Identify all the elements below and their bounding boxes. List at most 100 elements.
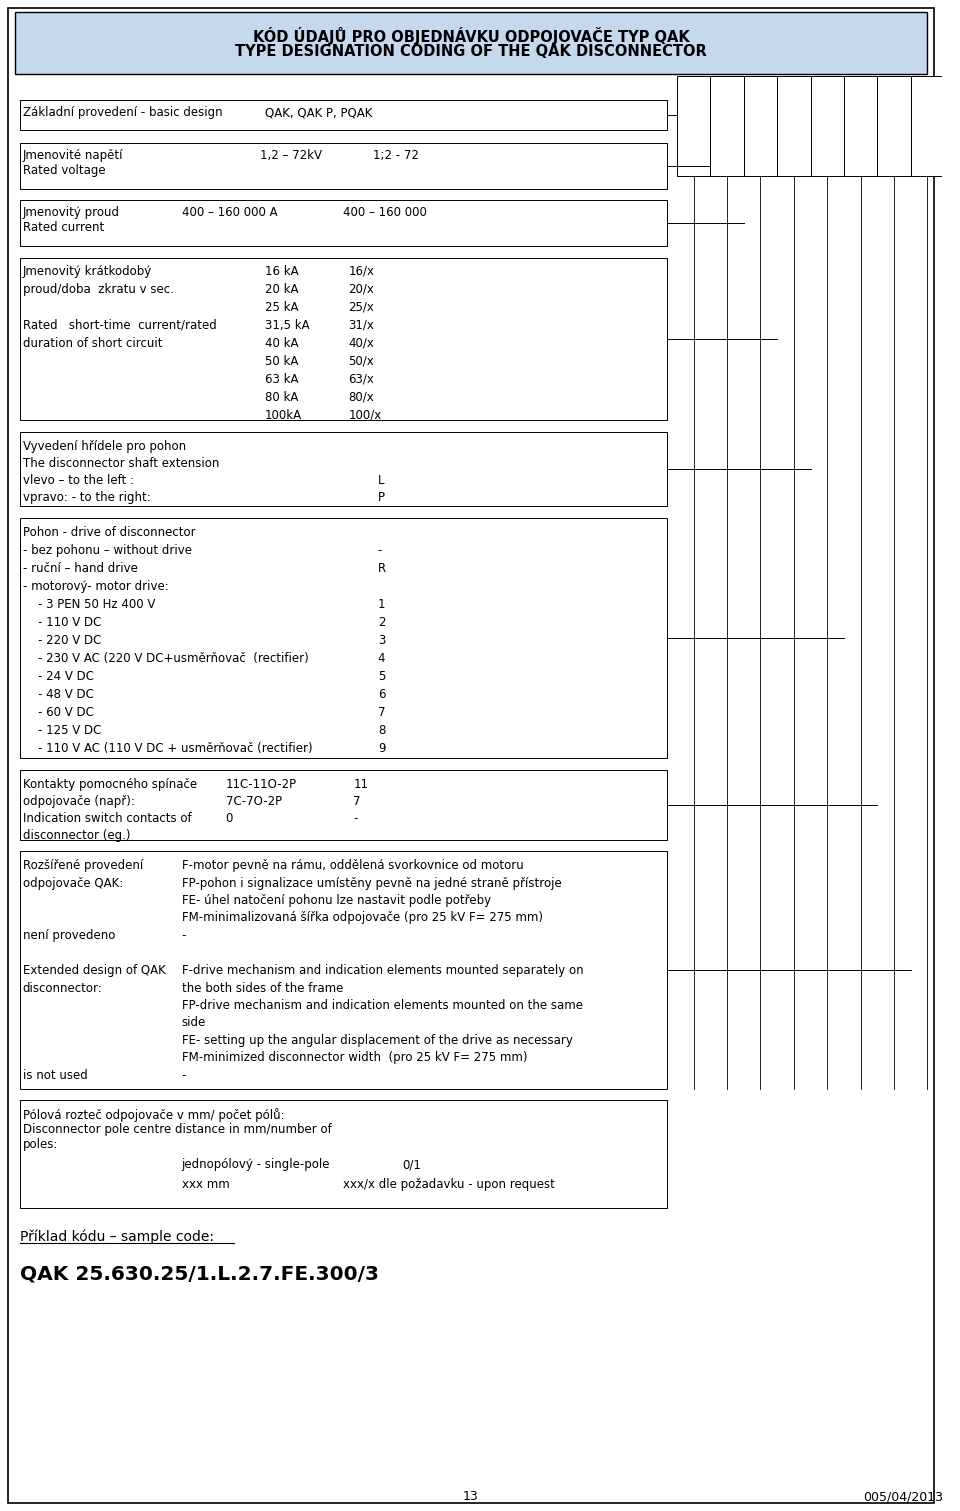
Text: -: -	[181, 1068, 186, 1082]
Text: 7C-7O-2P: 7C-7O-2P	[226, 795, 282, 808]
Bar	[911, 76, 944, 175]
Bar	[19, 1100, 667, 1207]
Text: 63 kA: 63 kA	[265, 373, 299, 385]
Text: 25 kA: 25 kA	[265, 301, 299, 314]
Text: není provedeno: není provedeno	[23, 929, 115, 941]
Text: - 3 PEN 50 Hz 400 V: - 3 PEN 50 Hz 400 V	[23, 598, 155, 610]
Text: jednopólový - single-pole: jednopólový - single-pole	[181, 1157, 330, 1171]
Text: - 110 V DC: - 110 V DC	[23, 616, 101, 629]
Text: - 220 V DC: - 220 V DC	[23, 635, 101, 647]
Text: - bez pohonu – without drive: - bez pohonu – without drive	[23, 544, 192, 558]
Text: QAK 25.630.25/1.L.2.7.FE.300/3: QAK 25.630.25/1.L.2.7.FE.300/3	[19, 1265, 378, 1284]
Text: Pólová rozteč odpojovače v mm/ počet pólů:: Pólová rozteč odpojovače v mm/ počet pól…	[23, 1108, 284, 1123]
Text: 31,5 kA: 31,5 kA	[265, 319, 309, 332]
Bar	[19, 432, 667, 506]
Bar	[19, 144, 667, 189]
Text: Rozšířené provedení: Rozšířené provedení	[23, 858, 143, 872]
Text: 3: 3	[378, 635, 385, 647]
Text: 13: 13	[463, 1490, 479, 1503]
Text: 2: 2	[378, 616, 385, 629]
Text: FM-minimized disconnector width  (pro 25 kV F= 275 mm): FM-minimized disconnector width (pro 25 …	[181, 1052, 527, 1065]
Text: 4: 4	[378, 653, 385, 665]
Text: 1,2 – 72kV: 1,2 – 72kV	[260, 150, 322, 162]
Text: 400 – 160 000 A: 400 – 160 000 A	[181, 205, 277, 219]
Bar	[778, 76, 810, 175]
Text: 80/x: 80/x	[348, 391, 374, 403]
Text: - ruční – hand drive: - ruční – hand drive	[23, 562, 137, 576]
Text: FP-pohon i signalizace umístěny pevně na jedné straně přístroje: FP-pohon i signalizace umístěny pevně na…	[181, 876, 562, 890]
Text: 50 kA: 50 kA	[265, 355, 299, 369]
Text: F-drive mechanism and indication elements mounted separately on: F-drive mechanism and indication element…	[181, 964, 583, 978]
Text: odpojovače (např):: odpojovače (např):	[23, 795, 134, 808]
Text: - 110 V AC (110 V DC + usměrňovač (rectifier): - 110 V AC (110 V DC + usměrňovač (recti…	[23, 742, 312, 756]
Bar	[744, 76, 778, 175]
Text: KÓD ÚDAJŮ PRO OBJEDNÁVKU ODPOJOVAČE TYP QAK: KÓD ÚDAJŮ PRO OBJEDNÁVKU ODPOJOVAČE TYP …	[252, 27, 689, 45]
Text: 31/x: 31/x	[348, 319, 374, 332]
Bar	[19, 199, 667, 246]
Text: the both sides of the frame: the both sides of the frame	[181, 982, 343, 994]
Text: 005/04/2013: 005/04/2013	[863, 1490, 944, 1503]
Text: 9: 9	[378, 742, 385, 756]
Bar	[19, 258, 667, 420]
Text: Indication switch contacts of: Indication switch contacts of	[23, 811, 191, 825]
Text: 7: 7	[378, 706, 385, 719]
Text: - 24 V DC: - 24 V DC	[23, 669, 93, 683]
Text: vlevo – to the left :: vlevo – to the left :	[23, 474, 133, 487]
Bar	[19, 771, 667, 840]
Text: The disconnector shaft extension: The disconnector shaft extension	[23, 456, 219, 470]
Bar	[19, 851, 667, 1089]
Text: - 230 V AC (220 V DC+usměrňovač  (rectifier): - 230 V AC (220 V DC+usměrňovač (rectifi…	[23, 653, 308, 665]
Text: disconnector:: disconnector:	[23, 982, 103, 994]
Text: 11C-11O-2P: 11C-11O-2P	[226, 778, 297, 790]
Text: FE- setting up the angular displacement of the drive as necessary: FE- setting up the angular displacement …	[181, 1034, 572, 1047]
Text: 1: 1	[378, 598, 385, 610]
Text: -: -	[181, 929, 186, 941]
Text: Rated voltage: Rated voltage	[23, 165, 106, 177]
Text: FM-minimalizovaná šířka odpojovače (pro 25 kV F= 275 mm): FM-minimalizovaná šířka odpojovače (pro …	[181, 911, 542, 925]
Text: side: side	[181, 1017, 205, 1029]
Text: odpojovače QAK:: odpojovače QAK:	[23, 876, 123, 890]
Text: Pohon - drive of disconnector: Pohon - drive of disconnector	[23, 526, 195, 539]
Text: duration of short circuit: duration of short circuit	[23, 337, 162, 351]
Text: 0: 0	[226, 811, 233, 825]
Bar	[677, 76, 710, 175]
Text: poles:: poles:	[23, 1138, 58, 1151]
Text: 400 – 160 000: 400 – 160 000	[344, 205, 427, 219]
Text: F-motor pevně na rámu, oddělená svorkovnice od motoru: F-motor pevně na rámu, oddělená svorkovn…	[181, 858, 523, 872]
Text: 100/x: 100/x	[348, 409, 381, 422]
Text: QAK, QAK P, PQAK: QAK, QAK P, PQAK	[265, 106, 372, 119]
Text: 6: 6	[378, 688, 385, 701]
Text: 5: 5	[378, 669, 385, 683]
Text: proud/doba  zkratu v sec.: proud/doba zkratu v sec.	[23, 283, 174, 296]
Text: -: -	[378, 544, 382, 558]
Bar	[19, 518, 667, 759]
Text: 16/x: 16/x	[348, 264, 374, 278]
Bar	[810, 76, 844, 175]
Text: 40/x: 40/x	[348, 337, 374, 351]
Text: 40 kA: 40 kA	[265, 337, 299, 351]
Text: 20/x: 20/x	[348, 283, 374, 296]
Text: Rated   short-time  current/rated: Rated short-time current/rated	[23, 319, 216, 332]
Bar	[877, 76, 911, 175]
Text: xxx mm: xxx mm	[181, 1179, 229, 1191]
Text: xxx/x dle požadavku - upon request: xxx/x dle požadavku - upon request	[344, 1179, 555, 1191]
Text: Vyvedení hřídele pro pohon: Vyvedení hřídele pro pohon	[23, 440, 185, 453]
Text: Jmenovitý krátkodobý: Jmenovitý krátkodobý	[23, 264, 152, 278]
Text: Základní provedení - basic design: Základní provedení - basic design	[23, 106, 222, 119]
Bar	[19, 100, 667, 130]
Text: Kontakty pomocného spínače: Kontakty pomocného spínače	[23, 778, 197, 790]
Text: FP-drive mechanism and indication elements mounted on the same: FP-drive mechanism and indication elemen…	[181, 999, 583, 1012]
Text: disconnector (eg.): disconnector (eg.)	[23, 830, 130, 842]
Text: is not used: is not used	[23, 1068, 87, 1082]
Text: 8: 8	[378, 724, 385, 737]
Text: - motorový- motor drive:: - motorový- motor drive:	[23, 580, 168, 592]
Text: L: L	[378, 474, 384, 487]
Text: 63/x: 63/x	[348, 373, 374, 385]
Text: Příklad kódu – sample code:: Příklad kódu – sample code:	[19, 1230, 214, 1245]
Text: TYPE DESIGNATION CODING OF THE QAK DISCONNECTOR: TYPE DESIGNATION CODING OF THE QAK DISCO…	[235, 44, 707, 59]
Text: 50/x: 50/x	[348, 355, 374, 369]
Text: Jmenovité napětí: Jmenovité napětí	[23, 150, 123, 162]
Text: 11: 11	[353, 778, 369, 790]
Text: 25/x: 25/x	[348, 301, 374, 314]
Text: Disconnector pole centre distance in mm/number of: Disconnector pole centre distance in mm/…	[23, 1123, 331, 1136]
